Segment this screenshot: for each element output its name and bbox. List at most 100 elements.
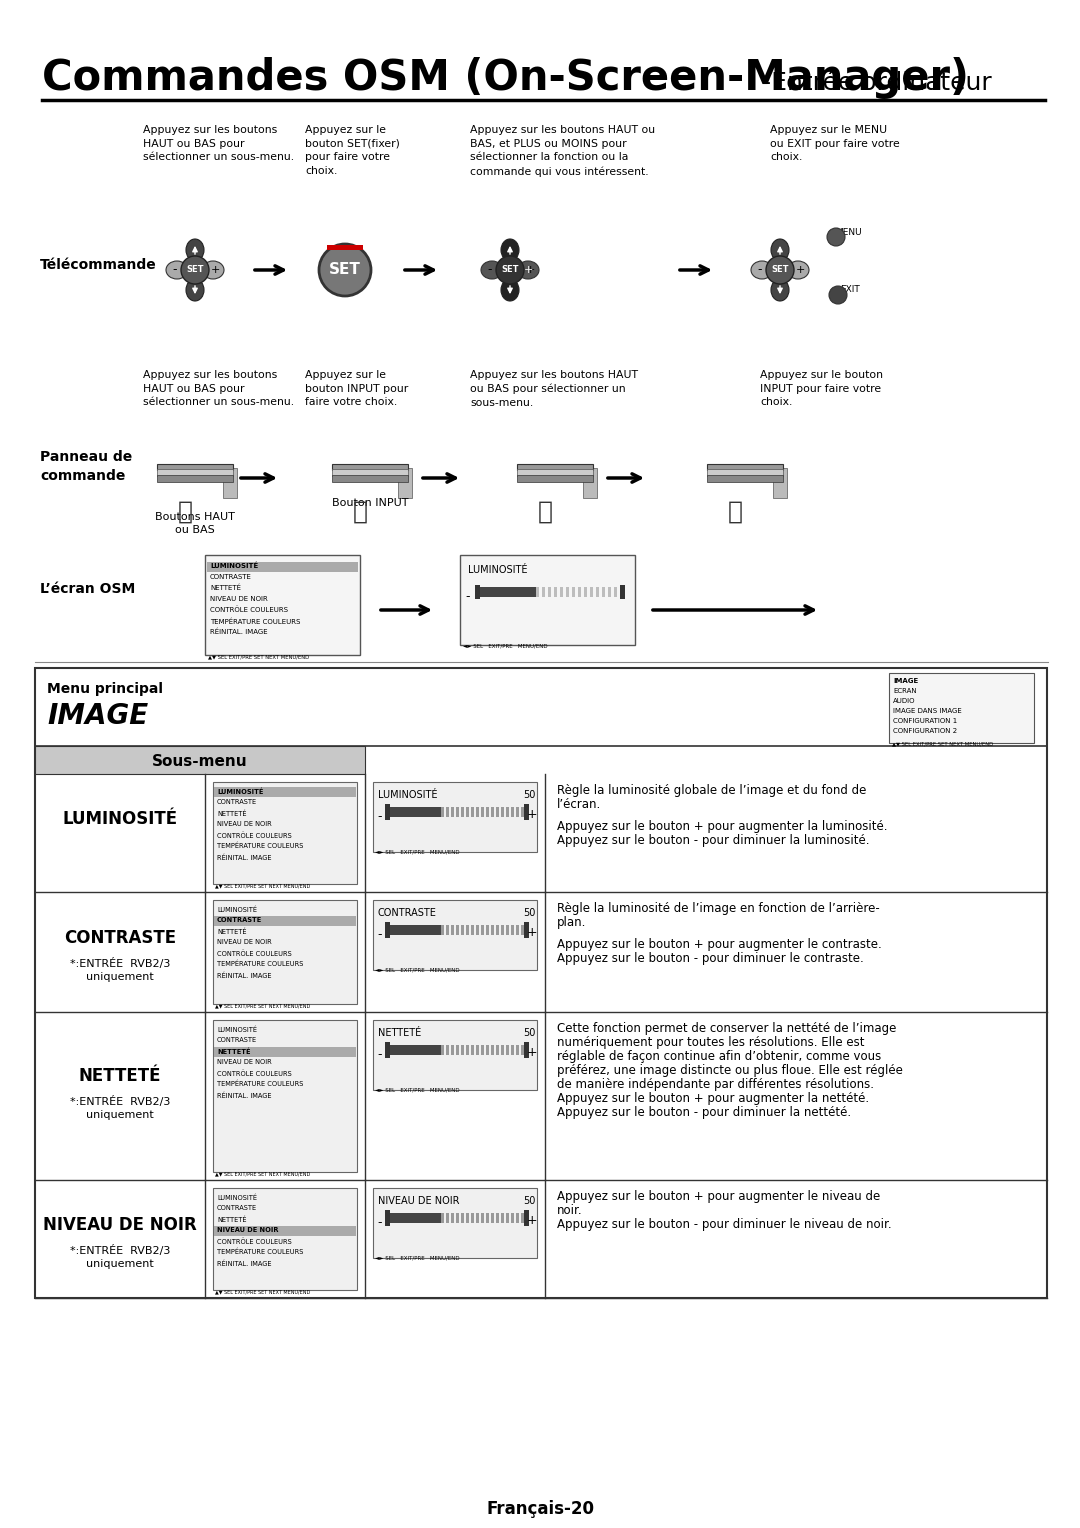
Text: -: - — [377, 810, 381, 824]
Bar — [389, 1213, 441, 1222]
Text: -: - — [377, 927, 381, 941]
Bar — [384, 921, 390, 938]
Text: NIVEAU DE NOIR: NIVEAU DE NOIR — [210, 596, 268, 602]
Text: SET: SET — [771, 266, 788, 275]
Text: L’écran OSM: L’écran OSM — [40, 582, 135, 596]
Text: Appuyez sur le
bouton SET(fixer)
pour faire votre
choix.: Appuyez sur le bouton SET(fixer) pour fa… — [305, 125, 400, 176]
Text: TEMPÉRATURE COULEURS: TEMPÉRATURE COULEURS — [210, 617, 300, 625]
Text: ✋: ✋ — [352, 500, 367, 524]
Text: Télécommande: Télécommande — [40, 258, 157, 272]
Bar — [521, 924, 524, 935]
Text: Appuyez sur le bouton - pour diminuer la luminosité.: Appuyez sur le bouton - pour diminuer la… — [557, 834, 869, 847]
Text: ◄► SEL   EXIT/PRE   MENU/END: ◄► SEL EXIT/PRE MENU/END — [375, 1256, 460, 1261]
Text: IMAGE: IMAGE — [893, 678, 918, 685]
Text: TEMPÉRATURE COULEURS: TEMPÉRATURE COULEURS — [217, 961, 303, 967]
Bar — [554, 587, 557, 597]
Bar — [548, 587, 551, 597]
Ellipse shape — [501, 238, 519, 261]
Text: Commandes OSM (On-Screen-Manager): Commandes OSM (On-Screen-Manager) — [42, 57, 969, 99]
Bar — [889, 672, 1034, 743]
Circle shape — [319, 244, 372, 296]
Bar — [773, 468, 787, 498]
Bar — [327, 244, 363, 251]
Bar — [505, 807, 509, 817]
Bar — [461, 1045, 463, 1054]
Bar — [501, 924, 503, 935]
Bar — [596, 587, 599, 597]
Bar — [511, 1045, 514, 1054]
Bar — [608, 587, 611, 597]
Ellipse shape — [787, 261, 809, 280]
Text: uniquement: uniquement — [86, 1109, 153, 1120]
Bar — [446, 807, 448, 817]
Text: ▲▼ SEL EXIT/PRE SET NEXT MENU/END: ▲▼ SEL EXIT/PRE SET NEXT MENU/END — [892, 741, 994, 746]
Text: LUMINOSITÉ: LUMINOSITÉ — [468, 565, 527, 575]
Text: CONFIGURATION 2: CONFIGURATION 2 — [893, 727, 957, 733]
Text: NETTETÉ: NETTETÉ — [210, 585, 241, 591]
Bar — [214, 1047, 356, 1057]
Bar — [471, 807, 474, 817]
Text: AUDIO: AUDIO — [893, 698, 916, 704]
Text: CONTRASTE: CONTRASTE — [217, 917, 262, 923]
Bar — [486, 807, 488, 817]
Text: CONTRÔLE COULEURS: CONTRÔLE COULEURS — [217, 1238, 292, 1244]
Bar — [490, 1045, 494, 1054]
Bar — [332, 475, 408, 481]
Text: Appuyez sur le bouton + pour augmenter le contraste.: Appuyez sur le bouton + pour augmenter l… — [557, 938, 881, 950]
Text: RÉINITAL. IMAGE: RÉINITAL. IMAGE — [210, 630, 268, 636]
Bar — [441, 807, 444, 817]
Text: +: + — [527, 1047, 538, 1059]
Ellipse shape — [751, 261, 773, 280]
Text: Appuyez sur le
bouton INPUT pour
faire votre choix.: Appuyez sur le bouton INPUT pour faire v… — [305, 370, 408, 406]
Text: ◄► SEL   EXIT/PRE   MENU/END: ◄► SEL EXIT/PRE MENU/END — [375, 1088, 460, 1093]
Bar — [475, 807, 478, 817]
Text: LUMINOSITÉ: LUMINOSITÉ — [217, 788, 264, 795]
Bar — [450, 1213, 454, 1222]
Text: Règle la luminosité globale de l’image et du fond de: Règle la luminosité globale de l’image e… — [557, 784, 866, 798]
Text: Menu principal: Menu principal — [48, 681, 163, 695]
Text: +: + — [527, 1215, 538, 1227]
Bar — [602, 587, 605, 597]
Bar — [486, 1213, 488, 1222]
Text: IMAGE: IMAGE — [48, 701, 148, 730]
Bar — [481, 1045, 484, 1054]
Bar — [515, 807, 518, 817]
Text: -Entrée ordinateur: -Entrée ordinateur — [762, 70, 991, 95]
Text: SET: SET — [501, 266, 518, 275]
Bar — [441, 1045, 444, 1054]
Ellipse shape — [771, 238, 789, 261]
Text: LUMINOSITÉ: LUMINOSITÉ — [378, 790, 437, 801]
Text: TEMPÉRATURE COULEURS: TEMPÉRATURE COULEURS — [217, 843, 303, 850]
Text: LUMINOSITÉ: LUMINOSITÉ — [217, 1193, 257, 1201]
Bar — [213, 1021, 357, 1172]
Bar — [157, 469, 233, 477]
Text: ◄► SEL   EXIT/PRE   MENU/END: ◄► SEL EXIT/PRE MENU/END — [375, 850, 460, 856]
Text: 50: 50 — [523, 908, 536, 918]
Text: +: + — [525, 264, 535, 275]
Text: CONFIGURATION 1: CONFIGURATION 1 — [893, 718, 957, 724]
Text: ✋: ✋ — [728, 500, 743, 524]
Text: SET: SET — [186, 266, 204, 275]
Text: Boutons HAUT
ou BAS: Boutons HAUT ou BAS — [156, 512, 235, 535]
Text: -: - — [758, 263, 762, 277]
Text: Appuyez sur les boutons HAUT ou
BAS, et PLUS ou MOINS pour
sélectionner la fonct: Appuyez sur les boutons HAUT ou BAS, et … — [470, 125, 656, 177]
Text: Appuyez sur les boutons
HAUT ou BAS pour
sélectionner un sous-menu.: Appuyez sur les boutons HAUT ou BAS pour… — [143, 125, 294, 162]
Bar — [578, 587, 581, 597]
Bar — [461, 807, 463, 817]
Bar — [389, 1045, 441, 1054]
Bar — [207, 562, 357, 571]
Text: l’écran.: l’écran. — [557, 798, 602, 811]
Bar — [456, 924, 459, 935]
Bar — [465, 807, 469, 817]
Text: Français-20: Français-20 — [486, 1500, 594, 1517]
Bar — [456, 807, 459, 817]
Bar — [511, 924, 514, 935]
Bar — [471, 924, 474, 935]
Text: Appuyez sur les boutons HAUT
ou BAS pour sélectionner un
sous-menu.: Appuyez sur les boutons HAUT ou BAS pour… — [470, 370, 638, 408]
Bar — [471, 1213, 474, 1222]
Bar — [441, 924, 444, 935]
Bar — [35, 668, 1047, 1297]
Bar — [373, 900, 537, 970]
Ellipse shape — [501, 280, 519, 301]
Text: ✋: ✋ — [538, 500, 553, 524]
